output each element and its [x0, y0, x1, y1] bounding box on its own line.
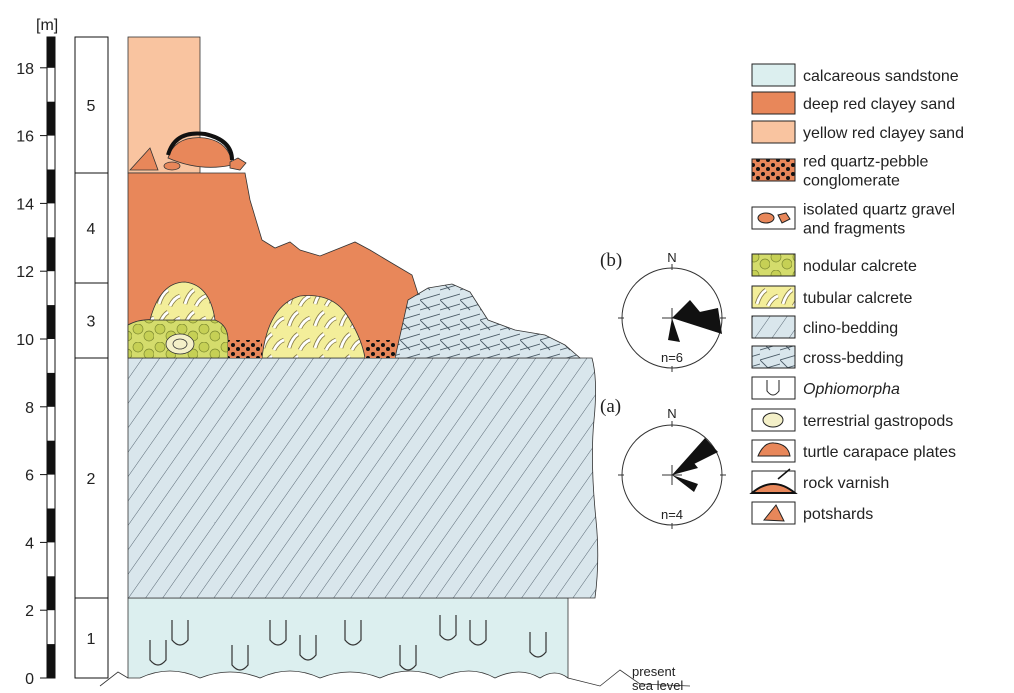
scale-tick-label: 8: [25, 400, 34, 417]
legend-label: deep red clayey sand: [803, 96, 955, 113]
legend-item: calcareous sandstone: [752, 64, 959, 86]
rose-diagram-b: (b) N n=6: [600, 250, 726, 372]
scale-segment: [47, 576, 55, 610]
scale-unit: [m]: [36, 17, 58, 34]
legend-item: cross-bedding: [752, 346, 904, 368]
scale-tick-label: 16: [16, 129, 34, 146]
legend-item: deep red clayey sand: [752, 92, 955, 114]
legend-label: Ophiomorpha: [803, 381, 900, 398]
swatch: [752, 346, 795, 368]
legend-label: potshards: [803, 506, 873, 523]
unit-label: 3: [87, 314, 96, 331]
legend-label: red quartz-pebble: [803, 154, 929, 171]
legend-item: nodular calcrete: [752, 254, 917, 276]
legend-item: clino-bedding: [752, 316, 898, 338]
scale-segment: [47, 37, 55, 68]
legend-label: cross-bedding: [803, 350, 904, 367]
scale-segment: [47, 509, 55, 543]
legend-item: terrestrial gastropods: [752, 409, 953, 431]
scale-segment: [47, 644, 55, 678]
swatch: [752, 121, 795, 143]
swatch: [752, 377, 795, 399]
legend-label: yellow red clayey sand: [803, 125, 964, 142]
count-label: n=4: [661, 507, 683, 522]
swatch-icon: [763, 413, 783, 427]
scale-tick-label: 18: [16, 61, 34, 78]
section-diagram: 024681012141618 [m] 12345 calcareous san…: [0, 0, 1014, 693]
section-column: [128, 37, 598, 678]
scale-segment: [47, 373, 55, 407]
unit-label: 1: [87, 631, 96, 648]
swatch-icon: [758, 213, 774, 223]
unit-label: 2: [87, 471, 96, 488]
scale-segment: [47, 305, 55, 339]
scale-segment: [47, 102, 55, 136]
legend-label: terrestrial gastropods: [803, 413, 953, 430]
legend-label: nodular calcrete: [803, 258, 917, 275]
legend-item: yellow red clayey sand: [752, 121, 964, 143]
legend: calcareous sandstone deep red clayey sand…: [752, 64, 964, 524]
swatch: [752, 254, 795, 276]
swatch: [752, 64, 795, 86]
legend-label: rock varnish: [803, 475, 889, 492]
scale-tick-label: 12: [16, 264, 34, 281]
scale-tick-label: 10: [16, 332, 34, 349]
swatch: [752, 92, 795, 114]
scale-segment: [47, 441, 55, 475]
legend-label: and fragments: [803, 221, 905, 238]
legend-item: tubular calcrete: [752, 286, 912, 308]
scale-segment: [47, 237, 55, 271]
legend-label: clino-bedding: [803, 320, 898, 337]
swatch: [752, 286, 795, 308]
north-label: N: [667, 250, 676, 265]
legend-item: turtle carapace plates: [752, 440, 956, 462]
scale-bar: 0 2 4 6 8 10 12 14 16 18: [16, 37, 55, 688]
scale-segment: [47, 170, 55, 204]
rose-label: (b): [600, 250, 622, 271]
count-label: n=6: [661, 350, 683, 365]
swatch: [752, 316, 795, 338]
sea-level-label: sea level: [632, 678, 683, 693]
scale-tick-label: 6: [25, 468, 34, 485]
legend-item: rock varnish: [752, 469, 889, 493]
rose-diagram-a: (a) N n=4: [600, 396, 726, 529]
scale-tick-label: 2: [25, 603, 34, 620]
unit-label: 5: [87, 98, 96, 115]
legend-item: red quartz-pebble conglomerate: [752, 154, 929, 190]
swatch: [752, 159, 795, 181]
legend-label: turtle carapace plates: [803, 444, 956, 461]
unit-column: 1 2 3 4 5: [75, 37, 108, 678]
sea-level-label: present: [632, 664, 676, 679]
scale-tick-label: 0: [25, 671, 34, 688]
legend-label: calcareous sandstone: [803, 68, 959, 85]
scale-tick-label: 14: [16, 196, 34, 213]
legend-label: isolated quartz gravel: [803, 202, 955, 219]
rose-label: (a): [600, 396, 621, 417]
legend-item: isolated quartz gravel and fragments: [752, 202, 955, 238]
legend-item: potshards: [752, 502, 873, 524]
legend-label: conglomerate: [803, 173, 900, 190]
scale-tick-label: 4: [25, 535, 34, 552]
legend-item: Ophiomorpha: [752, 377, 900, 399]
legend-label: tubular calcrete: [803, 290, 912, 307]
north-label: N: [667, 406, 676, 421]
unit-label: 4: [87, 221, 96, 238]
